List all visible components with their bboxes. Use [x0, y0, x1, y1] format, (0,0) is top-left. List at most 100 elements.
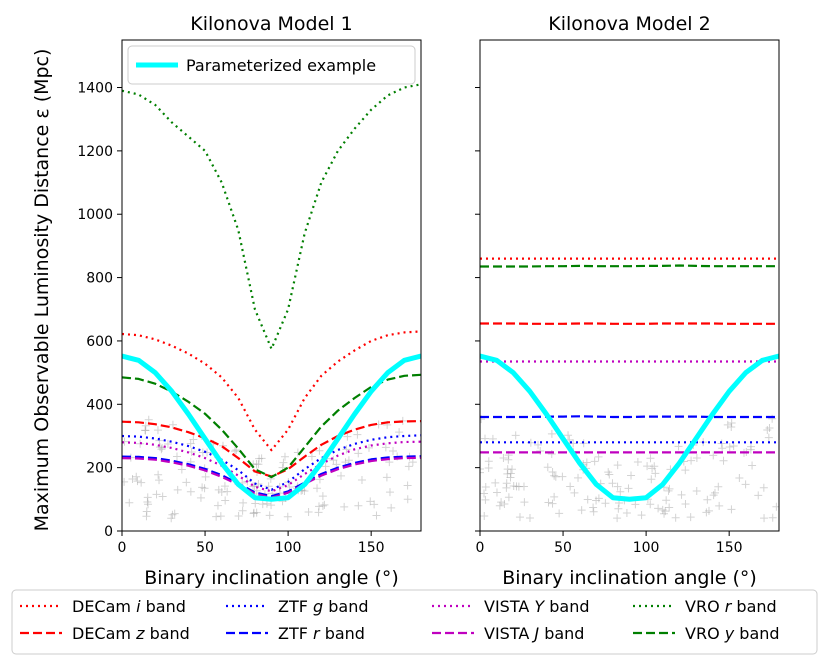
scatter-marker: [502, 479, 511, 488]
legend-label: VISTA Y band: [484, 597, 590, 616]
y-tick-label: 800: [86, 271, 113, 287]
x-tick-label: 50: [196, 540, 214, 556]
scatter-marker: [157, 445, 166, 454]
scatter-marker: [216, 512, 225, 521]
scatter-marker: [354, 501, 363, 510]
scatter-marker: [671, 513, 680, 522]
scatter-marker: [249, 508, 258, 517]
scatter-marker: [387, 503, 396, 512]
panel-1-axes: 0 50 100 150 0 200 400 600 800 1000 1200 1400: [77, 81, 384, 556]
scatter-marker: [141, 421, 150, 430]
scatter-marker: [200, 484, 209, 493]
scatter-marker: [385, 488, 394, 497]
scatter-marker: [144, 500, 153, 509]
scatter-marker: [304, 508, 313, 517]
scatter-marker: [577, 506, 586, 515]
scatter-marker: [234, 512, 243, 521]
scatter-marker: [592, 496, 601, 505]
scatter-marker: [220, 482, 229, 491]
scatter-marker: [154, 470, 163, 479]
series-line-decam-i-band: [122, 330, 421, 452]
scatter-marker: [217, 487, 226, 496]
scatter-marker: [357, 476, 366, 485]
scatter-marker: [674, 442, 683, 451]
series-line-vro-y-band: [480, 264, 779, 268]
scatter-marker: [280, 452, 289, 461]
panel-2-title: Kilonova Model 2: [548, 13, 710, 35]
scatter-marker: [727, 418, 736, 427]
scatter-marker: [343, 432, 352, 441]
series-line-vro-r-band: [122, 83, 421, 350]
scatter-marker: [590, 457, 599, 466]
scatter-marker: [267, 501, 276, 510]
scatter-marker: [544, 498, 553, 507]
x-tick-label: 50: [554, 540, 572, 556]
scatter-marker: [491, 478, 500, 487]
scatter-marker: [264, 482, 273, 491]
scatter-marker: [133, 477, 142, 486]
scatter-marker: [735, 473, 744, 482]
scatter-marker: [189, 435, 198, 444]
scatter-marker: [142, 512, 151, 521]
y-tick-label: 600: [86, 334, 113, 350]
x-tick-label: 150: [358, 540, 385, 556]
scatter-marker: [503, 465, 512, 474]
scatter-marker: [251, 499, 260, 508]
scatter-marker: [714, 482, 723, 491]
scatter-marker: [484, 464, 493, 473]
scatter-marker: [143, 493, 152, 502]
scatter-marker: [594, 494, 603, 503]
scatter-marker: [173, 485, 182, 494]
scatter-marker: [661, 507, 670, 516]
panel-2-axes: 0 50 100 150: [475, 87, 743, 556]
scatter-marker: [249, 482, 258, 491]
scatter-marker: [717, 439, 726, 448]
scatter-marker: [725, 443, 734, 452]
scatter-marker: [594, 452, 603, 461]
scatter-marker: [212, 512, 221, 521]
scatter-marker: [313, 484, 322, 493]
scatter-marker: [182, 478, 191, 487]
scatter-marker: [265, 511, 274, 520]
scatter-marker: [163, 440, 172, 449]
scatter-marker: [506, 469, 515, 478]
legend-label: DECam i band: [72, 597, 186, 616]
scatter-marker: [681, 499, 690, 508]
scatter-marker: [622, 509, 631, 518]
scatter-marker: [300, 486, 309, 495]
scatter-marker: [515, 513, 524, 522]
scatter-marker: [583, 495, 592, 504]
scatter-marker: [196, 493, 205, 502]
scatter-marker: [214, 485, 223, 494]
scatter-marker: [508, 465, 517, 474]
scatter-marker: [692, 454, 701, 463]
scatter-marker: [230, 447, 239, 456]
y-tick-label: 1400: [77, 81, 113, 97]
scatter-marker: [631, 500, 640, 509]
scatter-marker: [534, 440, 543, 449]
scatter-marker: [381, 443, 390, 452]
scatter-marker: [589, 507, 598, 516]
scatter-marker: [484, 457, 493, 466]
scatter-marker: [614, 504, 623, 513]
scatter-marker: [582, 458, 591, 467]
panel-1-legend-label: Parameterized example: [186, 56, 376, 75]
scatter-marker: [646, 454, 655, 463]
scatter-marker: [168, 420, 177, 429]
scatter-marker: [156, 443, 165, 452]
scatter-marker: [186, 439, 195, 448]
scatter-marker: [480, 489, 489, 498]
scatter-marker: [525, 514, 534, 523]
panel-2-xlabel: Binary inclination angle (°): [502, 567, 757, 589]
legend-label: VRO r band: [685, 597, 777, 616]
scatter-marker: [772, 502, 779, 511]
scatter-marker: [550, 492, 559, 501]
scatter-marker: [340, 502, 349, 511]
scatter-marker: [314, 502, 323, 511]
scatter-marker: [177, 465, 186, 474]
panel-1-legend: Parameterized example: [127, 45, 416, 85]
scatter-marker: [329, 456, 338, 465]
scatter-marker: [142, 507, 151, 516]
scatter-marker: [754, 491, 763, 500]
scatter-marker: [547, 450, 556, 459]
